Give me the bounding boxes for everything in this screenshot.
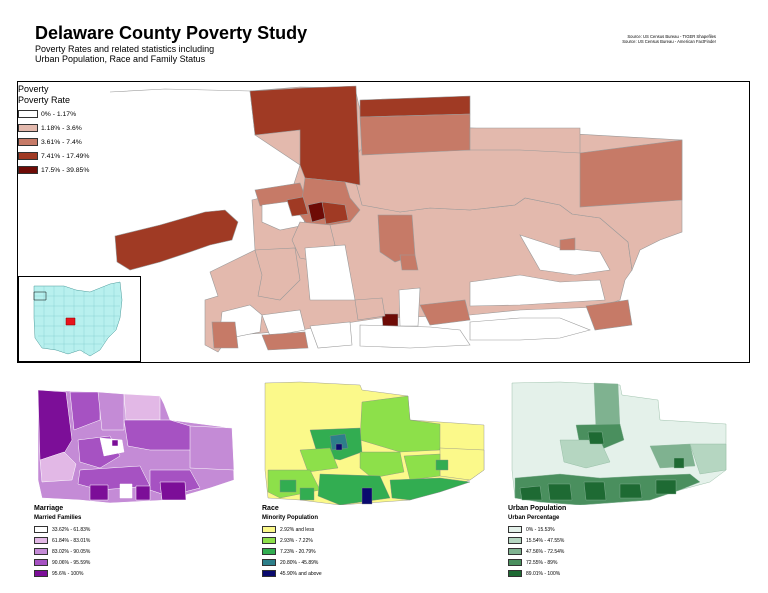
legend-swatch: [262, 559, 276, 566]
subtitle-line-2: Urban Population, Race and Family Status: [35, 54, 206, 64]
legend-swatch: [508, 548, 522, 555]
marriage-map-subtitle: Married Families: [34, 515, 82, 521]
legend-label: 7.41% - 17.49%: [41, 152, 90, 160]
legend-swatch: [262, 548, 276, 555]
source-line-1: Source: US Census Bureau - TIGER Shapefi…: [627, 34, 716, 39]
legend-item: 7.41% - 17.49%: [18, 152, 89, 160]
legend-label: 20.80% - 45.89%: [280, 559, 319, 566]
legend-swatch: [508, 537, 522, 544]
race-map-title: Race: [262, 505, 279, 512]
page-subtitle: Poverty Rates and related statistics inc…: [35, 44, 214, 64]
legend-label: 0% - 15.53%: [526, 526, 555, 533]
poverty-choropleth-map: [109, 85, 683, 353]
legend-swatch: [508, 559, 522, 566]
legend-item: 3.61% - 7.4%: [18, 138, 82, 146]
legend-swatch: [18, 138, 38, 146]
urban-legend-item: 72.55% - 89%: [508, 559, 557, 566]
legend-title: Poverty: [18, 84, 49, 94]
legend-label: 90.06% - 95.59%: [52, 559, 91, 566]
legend-label: 83.02% - 90.05%: [52, 548, 91, 555]
legend-swatch: [34, 526, 48, 533]
legend-label: 2.93% - 7.22%: [280, 537, 313, 544]
urban-legend-item: 0% - 15.53%: [508, 526, 555, 533]
legend-swatch: [508, 526, 522, 533]
marriage-legend-item: 90.06% - 95.59%: [34, 559, 90, 566]
legend-swatch: [18, 110, 38, 118]
legend-label: 0% - 1.17%: [41, 110, 77, 118]
legend-swatch: [262, 537, 276, 544]
ohio-inset-frame: [18, 276, 141, 362]
legend-swatch: [34, 570, 48, 577]
marriage-legend-item: 33.62% - 61.83%: [34, 526, 90, 533]
source-line-2: Source: US Census Bureau - American Fact…: [622, 39, 716, 44]
legend-swatch: [18, 124, 38, 132]
legend-label: 3.61% - 7.4%: [41, 138, 82, 146]
urban-legend-item: 89.01% - 100%: [508, 570, 560, 577]
legend-swatch: [18, 152, 38, 160]
legend-swatch: [262, 570, 276, 577]
legend-label: 33.62% - 61.83%: [52, 526, 91, 533]
main-map-frame: [17, 81, 750, 363]
legend-label: 47.56% - 72.54%: [526, 548, 565, 555]
race-map-subtitle: Minority Population: [262, 515, 318, 521]
legend-swatch: [34, 559, 48, 566]
urban-legend-item: 47.56% - 72.54%: [508, 548, 564, 555]
legend-swatch: [34, 537, 48, 544]
legend-swatch: [262, 526, 276, 533]
ohio-locator-map: [33, 281, 123, 357]
urban-choropleth-map: [511, 381, 727, 505]
legend-item: 0% - 1.17%: [18, 110, 76, 118]
legend-item: 17.5% - 39.85%: [18, 166, 89, 174]
legend-swatch: [34, 548, 48, 555]
main-legend-heading: Poverty Poverty Rate: [18, 84, 70, 106]
urban-map-subtitle: Urban Percentage: [508, 515, 560, 521]
race-choropleth-map: [264, 381, 485, 505]
urban-legend-item: 15.54% - 47.55%: [508, 537, 564, 544]
legend-label: 95.6% - 100%: [52, 570, 84, 577]
legend-swatch: [508, 570, 522, 577]
marriage-map-title: Marriage: [34, 505, 64, 512]
legend-label: 2.92% and less: [280, 526, 315, 533]
race-legend-item: 7.23% - 20.79%: [262, 548, 316, 555]
subtitle-line-1: Poverty Rates and related statistics inc…: [35, 44, 215, 54]
legend-label: 1.18% - 3.6%: [41, 124, 82, 132]
legend-label: 61.84% - 83.01%: [52, 537, 91, 544]
race-legend-item: 2.92% and less: [262, 526, 314, 533]
race-legend-item: 45.90% and above: [262, 570, 322, 577]
race-legend-item: 2.93% - 7.22%: [262, 537, 313, 544]
urban-map-title: Urban Population: [508, 505, 567, 512]
legend-swatch: [18, 166, 38, 174]
legend-item: 1.18% - 3.6%: [18, 124, 82, 132]
race-legend-item: 20.80% - 45.89%: [262, 559, 318, 566]
legend-label: 45.90% and above: [280, 570, 322, 577]
marriage-legend-item: 83.02% - 90.05%: [34, 548, 90, 555]
source-notes: Source: US Census Bureau - TIGER Shapefi…: [600, 34, 716, 44]
page-title: Delaware County Poverty Study: [35, 23, 308, 43]
marriage-legend-item: 61.84% - 83.01%: [34, 537, 90, 544]
legend-label: 17.5% - 39.85%: [41, 166, 90, 174]
legend-label: 72.55% - 89%: [526, 559, 558, 566]
legend-label: 89.01% - 100%: [526, 570, 561, 577]
legend-label: 7.23% - 20.79%: [280, 548, 316, 555]
marriage-choropleth-map: [37, 389, 235, 503]
legend-subtitle: Poverty Rate: [18, 95, 71, 105]
legend-label: 15.54% - 47.55%: [526, 537, 565, 544]
marriage-legend-item: 95.6% - 100%: [34, 570, 83, 577]
